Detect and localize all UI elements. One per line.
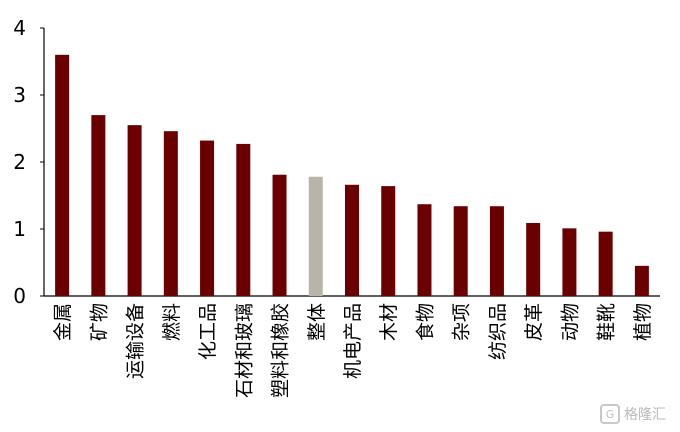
category-label: 金属 xyxy=(52,303,74,341)
category-label: 鞋靴 xyxy=(596,303,618,341)
category-labels-group: 金属 矿物 运输设备 燃料 化工品 石材和玻璃 塑料和橡胶 整体 机电产品 木材 食物 杂项 纺织品 皮革… xyxy=(52,303,654,398)
bar xyxy=(598,231,613,296)
watermark-text: 格隆汇 xyxy=(624,407,666,423)
y-tick-label: 0 xyxy=(13,284,26,308)
bar xyxy=(417,204,432,296)
bar xyxy=(526,222,541,296)
category-label: 食物 xyxy=(414,303,436,341)
bar xyxy=(345,184,359,296)
bar xyxy=(163,131,178,296)
bar xyxy=(308,176,323,296)
bar xyxy=(200,140,215,296)
bar xyxy=(55,54,70,296)
bar xyxy=(127,125,142,297)
y-axis: 0 1 2 3 4 xyxy=(13,16,45,308)
category-label: 杂项 xyxy=(451,303,473,341)
y-tick-label: 1 xyxy=(13,217,26,241)
y-tick-label: 3 xyxy=(13,83,26,107)
bar xyxy=(381,186,396,296)
bar xyxy=(272,174,287,296)
bar xyxy=(489,206,504,296)
bar xyxy=(562,228,577,296)
category-label: 整体 xyxy=(306,303,328,341)
category-label: 植物 xyxy=(632,303,654,341)
category-label: 塑料和橡胶 xyxy=(270,303,292,398)
category-label: 化工品 xyxy=(197,303,219,360)
bars-group xyxy=(55,54,649,297)
y-tick-label: 4 xyxy=(13,16,26,40)
bar xyxy=(91,115,106,296)
category-label: 石材和玻璃 xyxy=(233,303,255,398)
category-label: 动物 xyxy=(559,303,581,341)
category-label: 机电产品 xyxy=(342,303,364,379)
category-label: 皮革 xyxy=(523,303,545,341)
watermark-logo-icon: G xyxy=(600,404,620,424)
category-label: 矿物 xyxy=(88,303,110,341)
bar xyxy=(634,265,649,296)
y-tick-label: 2 xyxy=(13,150,26,174)
category-label: 燃料 xyxy=(161,303,183,341)
category-label: 纺织品 xyxy=(487,303,509,360)
bar xyxy=(236,143,251,296)
watermark: G 格隆汇 xyxy=(600,404,666,424)
category-label: 木材 xyxy=(378,303,400,341)
bar xyxy=(453,206,468,296)
category-label: 运输设备 xyxy=(125,303,147,379)
